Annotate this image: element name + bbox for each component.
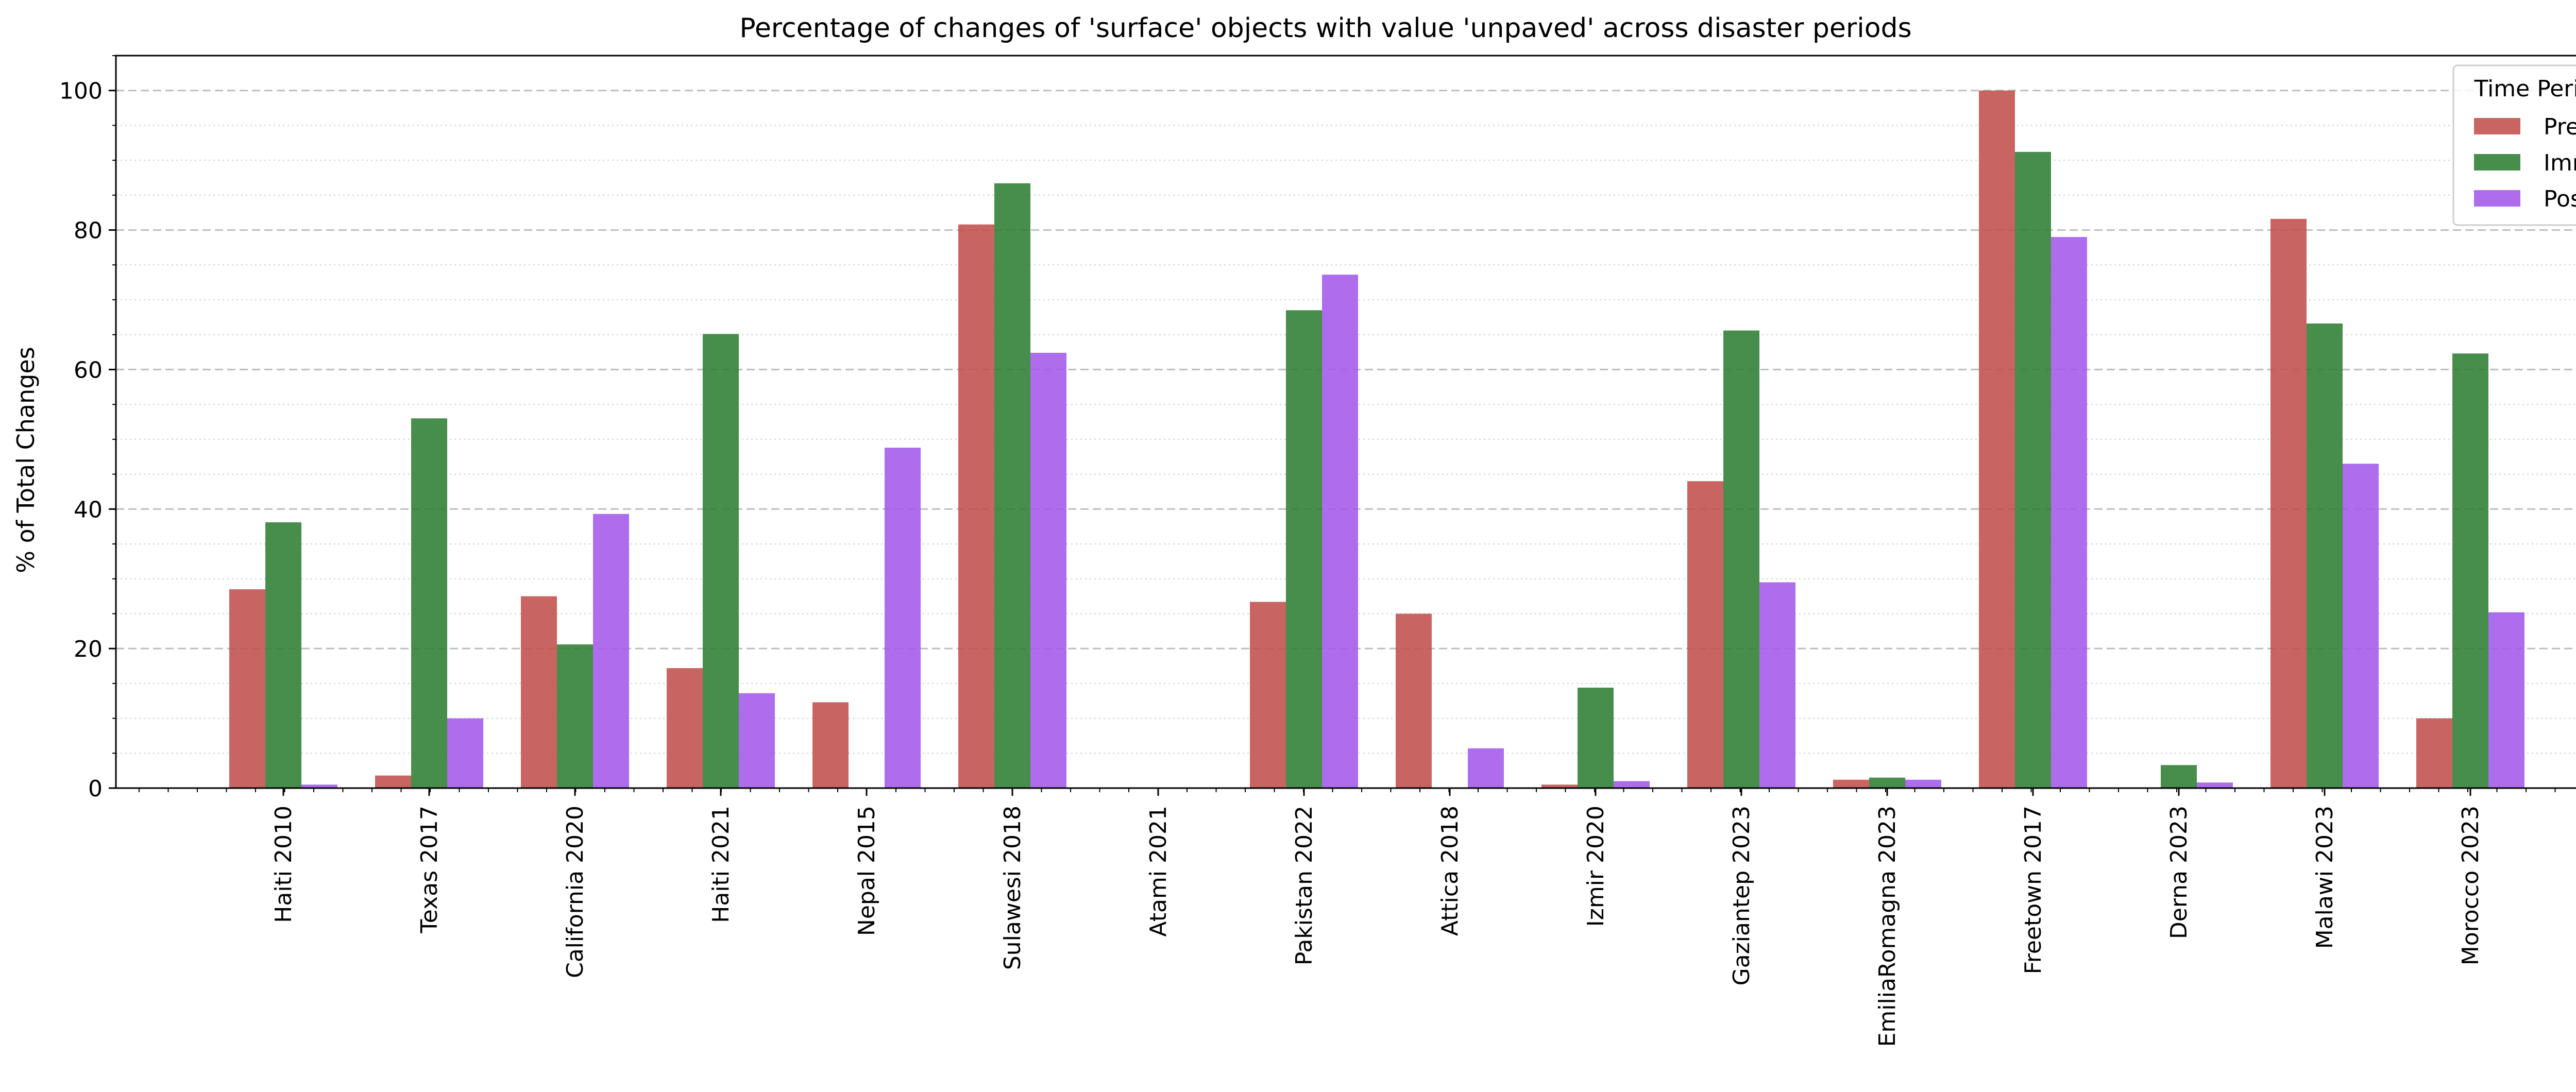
y-tick-label: 0: [88, 776, 103, 802]
bar-pre: [521, 596, 557, 788]
bar-pre: [1687, 481, 1723, 788]
bar-post: [593, 514, 629, 788]
x-tick-label: Derna 2023: [2166, 806, 2192, 939]
bar-post: [301, 784, 337, 788]
bar-imm: [703, 334, 739, 788]
bar-imm: [411, 418, 447, 788]
bar-imm: [2307, 323, 2343, 788]
bar-pre: [1979, 90, 2015, 789]
legend-label-imm: Imm: [2544, 150, 2576, 176]
bar-pre: [2416, 718, 2452, 788]
bar-post: [1322, 275, 1358, 788]
x-tick-label: EmiliaRomagna 2023: [1874, 806, 1901, 1047]
bar-pre: [1250, 602, 1286, 788]
bar-post: [2051, 237, 2087, 789]
bar-post: [2343, 464, 2379, 788]
bar-imm: [1578, 687, 1614, 788]
bar-pre: [958, 224, 994, 788]
bar-pre: [229, 589, 265, 788]
legend-label-pre: Pre: [2544, 114, 2576, 140]
bar-imm: [1723, 330, 1759, 788]
x-tick-label: Morocco 2023: [2458, 806, 2484, 965]
x-tick-label: Texas 2017: [416, 806, 443, 934]
legend-box: [2452, 64, 2576, 226]
legend-title: Time Period: [2474, 76, 2576, 102]
axes: 0 20 40 60 80 100 Haiti 2010 Texas 2017 Californ…: [59, 55, 2576, 1047]
bar-pre: [1541, 784, 1578, 788]
bar-post: [2197, 782, 2233, 788]
x-tick-label: Malawi 2023: [2312, 806, 2338, 949]
x-tick-label: Freetown 2017: [2020, 806, 2046, 974]
bar-imm: [2161, 765, 2197, 788]
x-tick-label: California 2020: [562, 806, 588, 978]
x-tick-label: Nepal 2015: [854, 806, 880, 936]
x-tick-label: Gaziantep 2023: [1728, 806, 1755, 985]
bar-post: [1468, 748, 1504, 788]
y-axis-label: % of Total Changes: [12, 347, 40, 573]
bar-pre: [812, 702, 849, 788]
y-tick-label: 60: [74, 357, 103, 383]
legend-swatch-imm: [2474, 154, 2520, 170]
legend-swatch-post: [2474, 190, 2520, 207]
legend-swatch-pre: [2474, 118, 2520, 134]
bar-post: [1905, 779, 1941, 788]
y-tick-label: 40: [74, 497, 103, 523]
bars: [229, 90, 2524, 789]
bar-pre: [375, 775, 411, 788]
x-tick-label: Izmir 2020: [1583, 806, 1609, 927]
bar-pre: [1396, 613, 1432, 788]
chart-title: Percentage of changes of 'surface' objec…: [739, 13, 1911, 44]
x-tick-label: Pakistan 2022: [1291, 806, 1317, 965]
bar-imm: [1286, 310, 1322, 788]
plot-frame: [115, 55, 2576, 789]
bar-imm: [265, 522, 301, 788]
y-tick-label: 20: [74, 636, 103, 662]
bar-imm: [2452, 353, 2488, 788]
legend-label-post: Post: [2544, 186, 2576, 212]
x-tick-label: Haiti 2021: [708, 806, 734, 923]
y-tick-label: 80: [74, 218, 103, 244]
x-tick-label: Attica 2018: [1437, 806, 1463, 936]
bar-imm: [994, 183, 1030, 789]
bar-imm: [2015, 151, 2051, 789]
bar-post: [1030, 352, 1066, 788]
bar-pre: [1833, 779, 1869, 788]
bar-pre: [2270, 218, 2307, 789]
bar-post: [1614, 781, 1650, 788]
y-tick-label: 100: [59, 78, 103, 105]
x-tick-label: Atami 2021: [1145, 806, 1172, 937]
bar-post: [885, 448, 921, 788]
bar-pre: [667, 668, 703, 788]
bar-post: [447, 718, 483, 788]
legend: Time Period Pre Imm Post: [2452, 64, 2576, 226]
x-tick-label: Haiti 2010: [270, 806, 297, 923]
x-tick-label: Sulawesi 2018: [999, 806, 1026, 970]
bar-imm: [1869, 777, 1905, 788]
bar-post: [2488, 612, 2524, 788]
bar-imm: [557, 644, 593, 788]
bar-post: [1759, 582, 1795, 788]
bar-post: [739, 693, 775, 788]
